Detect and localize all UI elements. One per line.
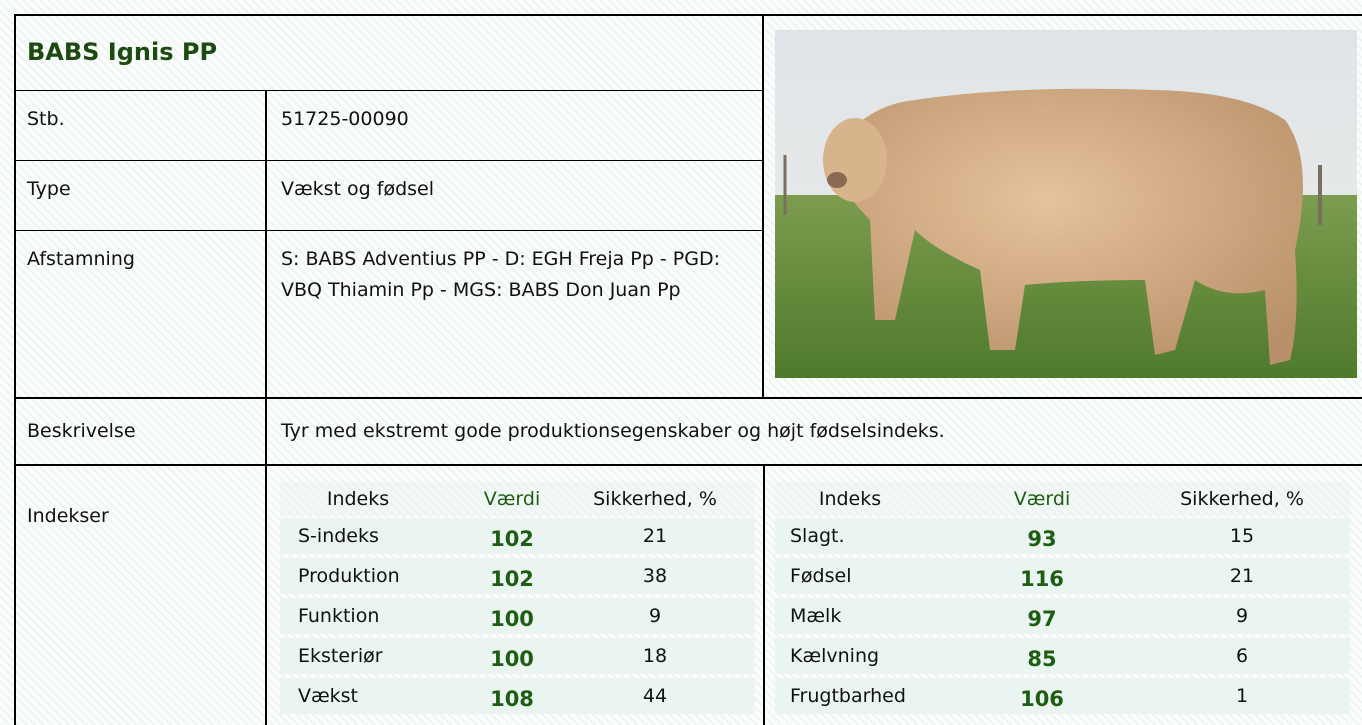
- index-name: Kælvning: [790, 638, 879, 674]
- index-reliability: 18: [575, 638, 735, 674]
- index-reliability: 1: [1162, 678, 1322, 714]
- field-label: Stb.: [27, 108, 65, 130]
- index-value: 93: [982, 521, 1102, 557]
- index-value: 100: [452, 641, 572, 677]
- column-header: Værdi: [942, 482, 1142, 516]
- index-name: Slagt.: [790, 518, 845, 554]
- index-value: 116: [982, 561, 1102, 597]
- index-name: Vækst: [298, 678, 358, 714]
- page: BABS Ignis PP Stb. 51725-00090 Type Vækst og…: [0, 0, 1362, 725]
- index-name: Funktion: [298, 598, 379, 634]
- field-value: 51725-00090: [281, 104, 751, 135]
- index-value: 97: [982, 601, 1102, 637]
- border: [16, 90, 762, 91]
- index-reliability: 15: [1162, 518, 1322, 554]
- index-name: Eksteriør: [298, 638, 383, 674]
- border: [14, 14, 16, 725]
- index-value: 100: [452, 601, 572, 637]
- index-name: Fødsel: [790, 558, 851, 594]
- index-name: Produktion: [298, 558, 400, 594]
- field-label: Afstamning: [27, 248, 135, 270]
- index-value: 85: [982, 641, 1102, 677]
- border: [16, 230, 762, 231]
- border: [16, 160, 762, 161]
- index-reliability: 9: [1162, 598, 1322, 634]
- index-name: S-indeks: [298, 518, 379, 554]
- index-reliability: 9: [575, 598, 735, 634]
- index-value: 108: [452, 681, 572, 717]
- index-reliability: 38: [575, 558, 735, 594]
- index-value: 102: [452, 561, 572, 597]
- field-label: Beskrivelse: [27, 420, 136, 442]
- border: [16, 397, 1362, 399]
- border: [16, 464, 1362, 466]
- field-value: Vækst og fødsel: [281, 174, 751, 205]
- index-name: Mælk: [790, 598, 841, 634]
- index-reliability: 44: [575, 678, 735, 714]
- column-header: Sikkerhed, %: [1142, 482, 1342, 516]
- index-reliability: 21: [1162, 558, 1322, 594]
- index-value: 106: [982, 681, 1102, 717]
- field-value: Tyr med ekstremt gode produktionsegenska…: [281, 420, 945, 442]
- field-label: Indekser: [27, 505, 109, 527]
- border: [265, 90, 267, 725]
- border: [762, 14, 764, 398]
- index-reliability: 21: [575, 518, 735, 554]
- field-label: Type: [27, 178, 71, 200]
- field-value: S: BABS Adventius PP - D: EGH Freja Pp -…: [281, 244, 751, 306]
- column-header: Sikkerhed, %: [555, 482, 755, 516]
- column-header: Indeks: [750, 482, 950, 516]
- border: [14, 14, 1362, 16]
- index-value: 102: [452, 521, 572, 557]
- title: BABS Ignis PP: [27, 38, 217, 66]
- bull-photo: [775, 30, 1357, 378]
- index-reliability: 6: [1162, 638, 1322, 674]
- index-name: Frugtbarhed: [790, 678, 906, 714]
